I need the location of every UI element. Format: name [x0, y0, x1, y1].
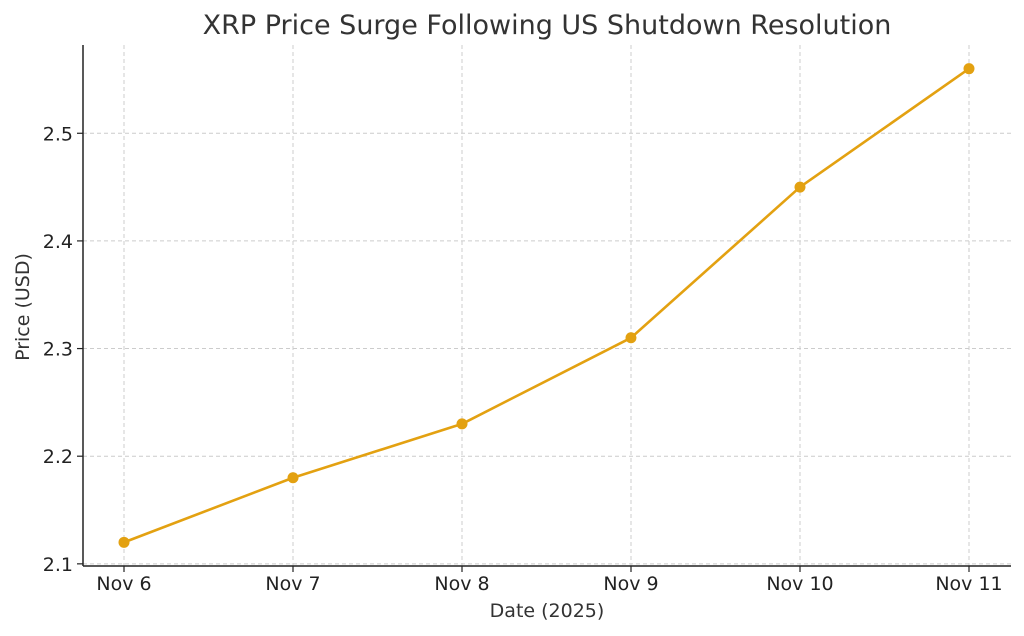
- x-tick-label: Nov 6: [96, 573, 151, 595]
- x-tick-label: Nov 10: [766, 573, 833, 595]
- x-tick-label: Nov 8: [434, 573, 489, 595]
- series-line: [123, 67, 970, 544]
- series: [118, 63, 975, 548]
- y-tick-label: 2.2: [43, 446, 73, 468]
- chart-title: XRP Price Surge Following US Shutdown Re…: [203, 10, 892, 41]
- data-point: [625, 332, 637, 344]
- y-tick-label: 2.5: [43, 123, 73, 145]
- data-point: [794, 181, 806, 193]
- x-tick-label: Nov 7: [265, 573, 320, 595]
- grid: [83, 45, 1011, 566]
- data-point: [963, 63, 975, 75]
- axes: [77, 45, 1011, 572]
- x-tick-label: Nov 9: [603, 573, 658, 595]
- data-point: [287, 472, 299, 484]
- data-point: [118, 536, 130, 548]
- y-tick-label: 2.3: [43, 339, 73, 361]
- data-point: [456, 418, 468, 430]
- x-tick-label: Nov 11: [935, 573, 1002, 595]
- y-tick-label: 2.4: [43, 231, 73, 253]
- x-axis-label: Date (2025): [490, 600, 605, 622]
- tick-labels: Nov 6 Nov 7 Nov 8 Nov 9 Nov 10 Nov 11 2.1 2.2 2.…: [43, 123, 1003, 595]
- y-tick-label: 2.1: [43, 554, 73, 576]
- y-axis-label: Price (USD): [12, 253, 34, 361]
